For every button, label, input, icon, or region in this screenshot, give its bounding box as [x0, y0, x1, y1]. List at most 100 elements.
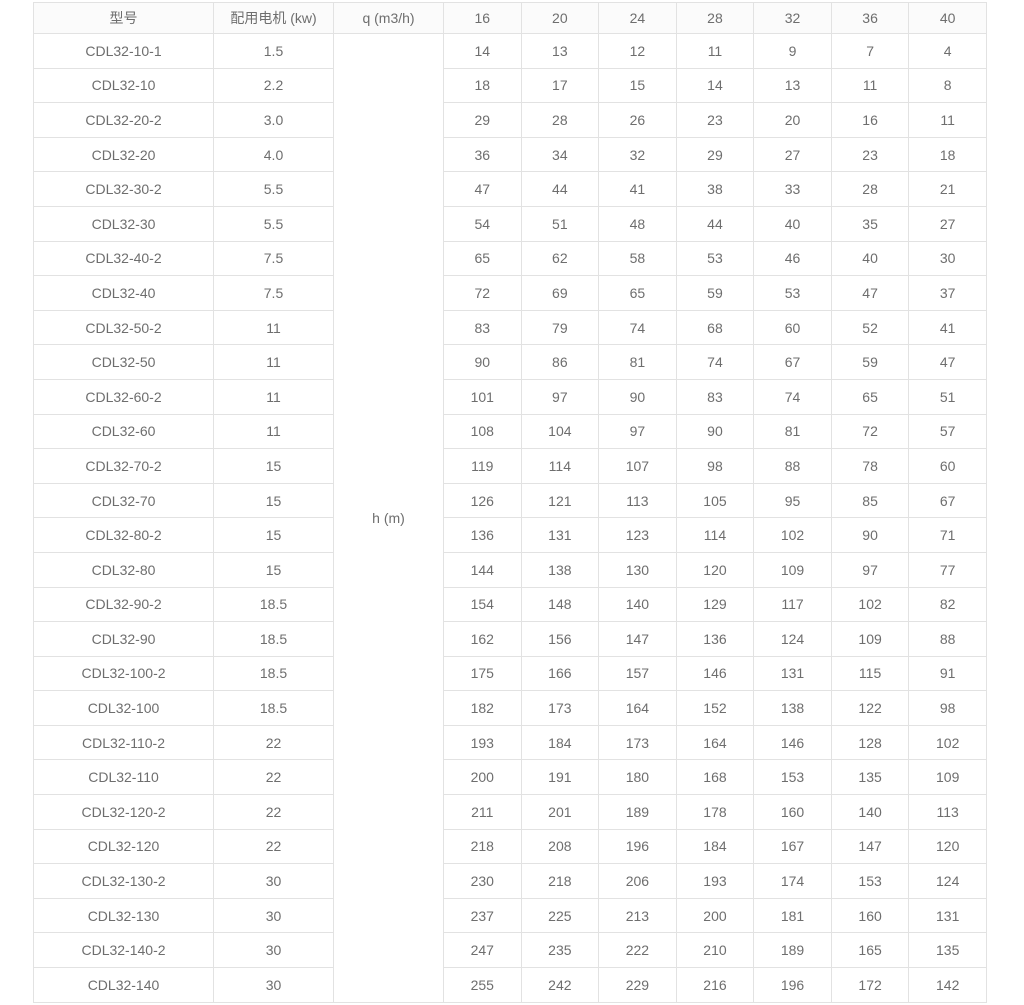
head-value-cell: 60 — [908, 448, 987, 484]
head-value-cell: 121 — [520, 482, 600, 519]
head-value-cell: 11 — [908, 102, 987, 138]
head-value-cell: 218 — [443, 828, 522, 865]
head-value-cell: 57 — [908, 413, 987, 450]
head-value-cell: 47 — [830, 275, 910, 311]
head-value-cell: 41 — [598, 171, 677, 207]
head-value-cell: 18 — [443, 67, 522, 104]
motor-power-cell: 30 — [213, 863, 334, 899]
head-value-cell: 35 — [830, 205, 910, 242]
head-value-cell: 82 — [908, 586, 987, 623]
head-value-cell: 77 — [908, 551, 987, 588]
table-body: CDL32-10-1 1.5 h (m) 14 13 12 11 9 7 4 CDL32-10 2.2… — [33, 33, 987, 1003]
table-row: CDL32-70 15 126 121 113 105 95 85 67 — [33, 482, 987, 519]
model-cell: CDL32-10 — [33, 67, 214, 104]
head-value-cell: 181 — [753, 897, 832, 934]
head-value-cell: 102 — [908, 724, 987, 761]
model-cell: CDL32-40-2 — [33, 240, 214, 277]
col-header-flow-24: 24 — [598, 2, 677, 34]
head-value-cell: 160 — [830, 897, 910, 934]
head-value-cell: 135 — [908, 932, 987, 969]
head-value-cell: 69 — [520, 275, 600, 311]
motor-power-cell: 18.5 — [213, 621, 334, 657]
head-value-cell: 130 — [598, 551, 677, 588]
head-value-cell: 102 — [753, 517, 832, 553]
table-row: CDL32-20-2 3.0 29 28 26 23 20 16 11 — [33, 102, 987, 138]
head-value-cell: 74 — [598, 309, 677, 346]
head-value-cell: 138 — [520, 551, 600, 588]
head-value-cell: 40 — [830, 240, 910, 277]
table-row: CDL32-20 4.0 36 34 32 29 27 23 18 — [33, 136, 987, 173]
head-value-cell: 184 — [675, 828, 755, 865]
head-value-cell: 109 — [830, 621, 910, 657]
head-value-cell: 58 — [598, 240, 677, 277]
head-value-cell: 131 — [908, 897, 987, 934]
model-cell: CDL32-70-2 — [33, 448, 214, 484]
head-value-cell: 124 — [753, 621, 832, 657]
head-value-cell: 222 — [598, 932, 677, 969]
head-value-cell: 154 — [443, 586, 522, 623]
head-value-cell: 72 — [830, 413, 910, 450]
head-value-cell: 53 — [753, 275, 832, 311]
head-value-cell: 28 — [830, 171, 910, 207]
head-value-cell: 114 — [675, 517, 755, 553]
head-value-cell: 36 — [443, 136, 522, 173]
head-value-cell: 216 — [675, 967, 755, 1003]
col-header-flow-20: 20 — [520, 2, 600, 34]
head-value-cell: 225 — [520, 897, 600, 934]
head-value-cell: 88 — [753, 448, 832, 484]
col-header-flow-28: 28 — [675, 2, 755, 34]
head-value-cell: 115 — [830, 655, 910, 692]
motor-power-cell: 15 — [213, 517, 334, 553]
model-cell: CDL32-110-2 — [33, 724, 214, 761]
model-cell: CDL32-60 — [33, 413, 214, 450]
head-value-cell: 136 — [675, 621, 755, 657]
head-value-cell: 40 — [753, 205, 832, 242]
head-value-cell: 65 — [598, 275, 677, 311]
table-row: CDL32-60-2 11 101 97 90 83 74 65 51 — [33, 378, 987, 415]
head-value-cell: 235 — [520, 932, 600, 969]
motor-power-cell: 1.5 — [213, 33, 334, 69]
model-cell: CDL32-140-2 — [33, 932, 214, 969]
head-value-cell: 208 — [520, 828, 600, 865]
head-value-cell: 153 — [830, 863, 910, 899]
motor-power-cell: 4.0 — [213, 136, 334, 173]
model-cell: CDL32-50 — [33, 344, 214, 380]
head-value-cell: 193 — [443, 724, 522, 761]
head-value-cell: 138 — [753, 690, 832, 726]
head-value-cell: 156 — [520, 621, 600, 657]
head-value-cell: 146 — [675, 655, 755, 692]
motor-power-cell: 7.5 — [213, 275, 334, 311]
head-value-cell: 162 — [443, 621, 522, 657]
motor-power-cell: 22 — [213, 759, 334, 796]
head-value-cell: 79 — [520, 309, 600, 346]
head-value-cell: 160 — [753, 794, 832, 830]
head-value-cell: 98 — [908, 690, 987, 726]
col-header-flow-32: 32 — [753, 2, 832, 34]
head-value-cell: 196 — [598, 828, 677, 865]
motor-power-cell: 3.0 — [213, 102, 334, 138]
head-value-cell: 144 — [443, 551, 522, 588]
head-value-cell: 135 — [830, 759, 910, 796]
model-cell: CDL32-50-2 — [33, 309, 214, 346]
head-value-cell: 200 — [675, 897, 755, 934]
head-value-cell: 17 — [520, 67, 600, 104]
head-value-cell: 21 — [908, 171, 987, 207]
table-row: CDL32-10-1 1.5 h (m) 14 13 12 11 9 7 4 — [33, 33, 987, 1003]
head-value-cell: 44 — [520, 171, 600, 207]
head-value-cell: 120 — [675, 551, 755, 588]
head-value-cell: 206 — [598, 863, 677, 899]
head-value-cell: 67 — [908, 482, 987, 519]
table-row: CDL32-40 7.5 72 69 65 59 53 47 37 — [33, 275, 987, 311]
head-value-cell: 182 — [443, 690, 522, 726]
head-value-cell: 97 — [830, 551, 910, 588]
head-value-cell: 153 — [753, 759, 832, 796]
head-value-cell: 88 — [908, 621, 987, 657]
head-value-cell: 196 — [753, 967, 832, 1003]
head-value-cell: 28 — [520, 102, 600, 138]
head-value-cell: 114 — [520, 448, 600, 484]
head-value-cell: 11 — [675, 33, 755, 69]
motor-power-cell: 30 — [213, 932, 334, 969]
head-value-cell: 101 — [443, 378, 522, 415]
head-value-cell: 14 — [675, 67, 755, 104]
model-cell: CDL32-10-1 — [33, 33, 214, 69]
